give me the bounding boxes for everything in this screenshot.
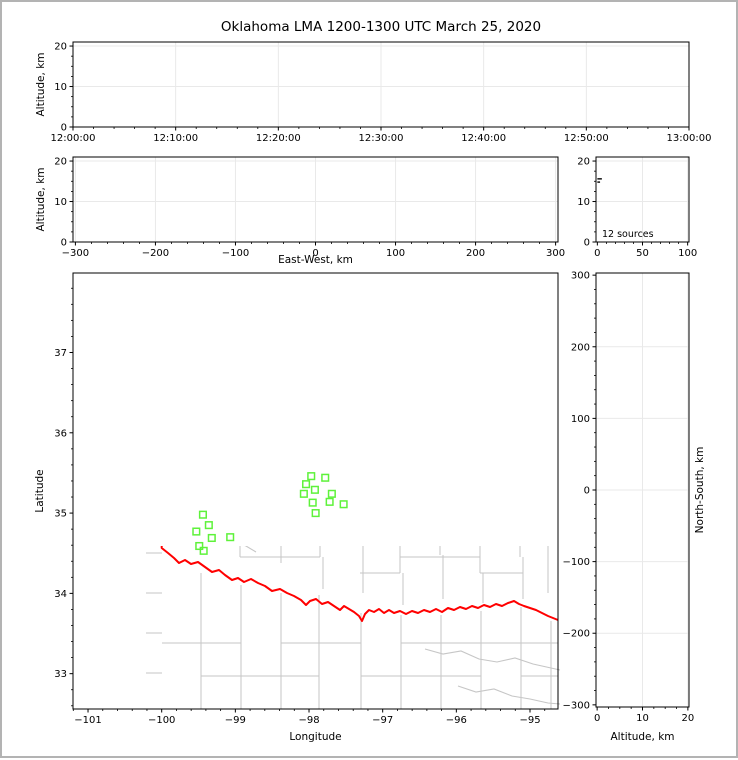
ew-altitude-xlabel: East-West, km: [278, 254, 353, 266]
river-line: [244, 546, 257, 553]
x-tick-label: 0: [594, 248, 600, 259]
x-tick-label: −200: [142, 248, 169, 259]
lma-source-marker: [311, 509, 320, 518]
lma-source-marker: [339, 500, 348, 509]
map-xlabel: Longitude: [289, 731, 341, 743]
river-line: [73, 486, 161, 493]
y-tick-label: 0: [61, 123, 67, 134]
x-tick-label: −96: [446, 715, 467, 726]
lma-source-marker: [302, 480, 311, 489]
lma-source-marker: [299, 489, 308, 498]
sources-count-annotation: 12 sources: [602, 229, 654, 240]
river-line: [457, 685, 561, 705]
map-content-layer: [73, 351, 561, 709]
lma-source-marker: [307, 472, 316, 481]
x-tick-label: 12:50:00: [564, 133, 609, 144]
x-tick-label: 12:30:00: [359, 133, 404, 144]
ns-altitude-xlabel: Altitude, km: [610, 731, 674, 743]
y-tick-label: 10: [54, 82, 67, 93]
y-tick-label: 20: [54, 42, 67, 53]
lma-source-marker: [198, 510, 207, 519]
lma-source-marker: [321, 473, 330, 482]
y-tick-label: 34: [54, 589, 67, 600]
y-tick-label: 0: [584, 486, 590, 497]
ew-altitude-ylabel: Altitude, km: [35, 167, 47, 231]
lma-source-marker: [199, 546, 208, 555]
lma-source-marker: [308, 498, 317, 507]
map-ylabel: Latitude: [34, 469, 46, 512]
x-tick-label: 20: [681, 713, 694, 724]
x-tick-label: 0: [312, 248, 318, 259]
lma-source-marker: [310, 485, 319, 494]
y-tick-label: −100: [563, 557, 590, 568]
river-line: [424, 648, 561, 671]
y-tick-label: 20: [577, 157, 590, 168]
x-tick-label: −98: [298, 715, 319, 726]
y-tick-label: 100: [571, 414, 590, 425]
chart-title: Oklahoma LMA 1200-1300 UTC March 25, 202…: [221, 19, 541, 35]
y-tick-label: 200: [571, 342, 590, 353]
y-tick-label: 300: [571, 271, 590, 282]
x-tick-label: −97: [372, 715, 393, 726]
x-tick-label: 100: [678, 248, 697, 259]
river-line: [385, 370, 560, 501]
y-tick-label: −200: [563, 629, 590, 640]
lma-source-marker: [204, 521, 213, 530]
x-tick-label: 12:00:00: [51, 133, 96, 144]
ns-altitude-ylabel: North-South, km: [694, 447, 706, 534]
x-tick-label: 10: [636, 713, 649, 724]
x-tick-label: −101: [74, 715, 101, 726]
y-tick-label: 0: [584, 238, 590, 249]
y-tick-label: 20: [54, 157, 67, 168]
map-panel-frame: [72, 272, 559, 710]
x-tick-label: −100: [148, 715, 175, 726]
lma-source-marker: [325, 497, 334, 506]
y-tick-label: 10: [54, 197, 67, 208]
x-tick-label: −95: [519, 715, 540, 726]
y-tick-label: 37: [54, 348, 67, 359]
x-tick-label: −99: [225, 715, 246, 726]
x-tick-label: 13:00:00: [667, 133, 712, 144]
x-tick-label: 300: [546, 248, 565, 259]
x-tick-label: −100: [222, 248, 249, 259]
x-tick-label: 100: [386, 248, 405, 259]
lma-source-marker: [226, 533, 235, 542]
lma-source-marker: [192, 527, 201, 536]
y-tick-label: 35: [54, 509, 67, 520]
y-tick-label: 33: [54, 669, 67, 680]
y-tick-label: 36: [54, 428, 67, 439]
y-tick-label: 0: [61, 238, 67, 249]
lma-source-marker: [207, 533, 216, 543]
time-altitude-ylabel: Altitude, km: [35, 52, 47, 116]
x-tick-label: 0: [594, 713, 600, 724]
x-tick-label: 50: [636, 248, 649, 259]
generated-chart-layers: 12:00:00 12:10:00 12:20:00 12:30:00 12:40:00…: [51, 41, 712, 726]
lma-source-marker: [327, 489, 336, 498]
x-tick-label: 200: [466, 248, 485, 259]
oklahoma-state-boundary: [160, 546, 559, 622]
river-line: [162, 441, 560, 500]
x-tick-label: 12:20:00: [256, 133, 301, 144]
river-line: [191, 351, 328, 431]
y-tick-label: −300: [563, 700, 590, 711]
x-tick-label: −300: [62, 248, 89, 259]
x-tick-label: 12:10:00: [153, 133, 198, 144]
x-tick-label: 12:40:00: [461, 133, 506, 144]
river-line: [492, 423, 560, 436]
y-tick-label: 10: [577, 197, 590, 208]
lma-source-marker: [195, 541, 204, 551]
